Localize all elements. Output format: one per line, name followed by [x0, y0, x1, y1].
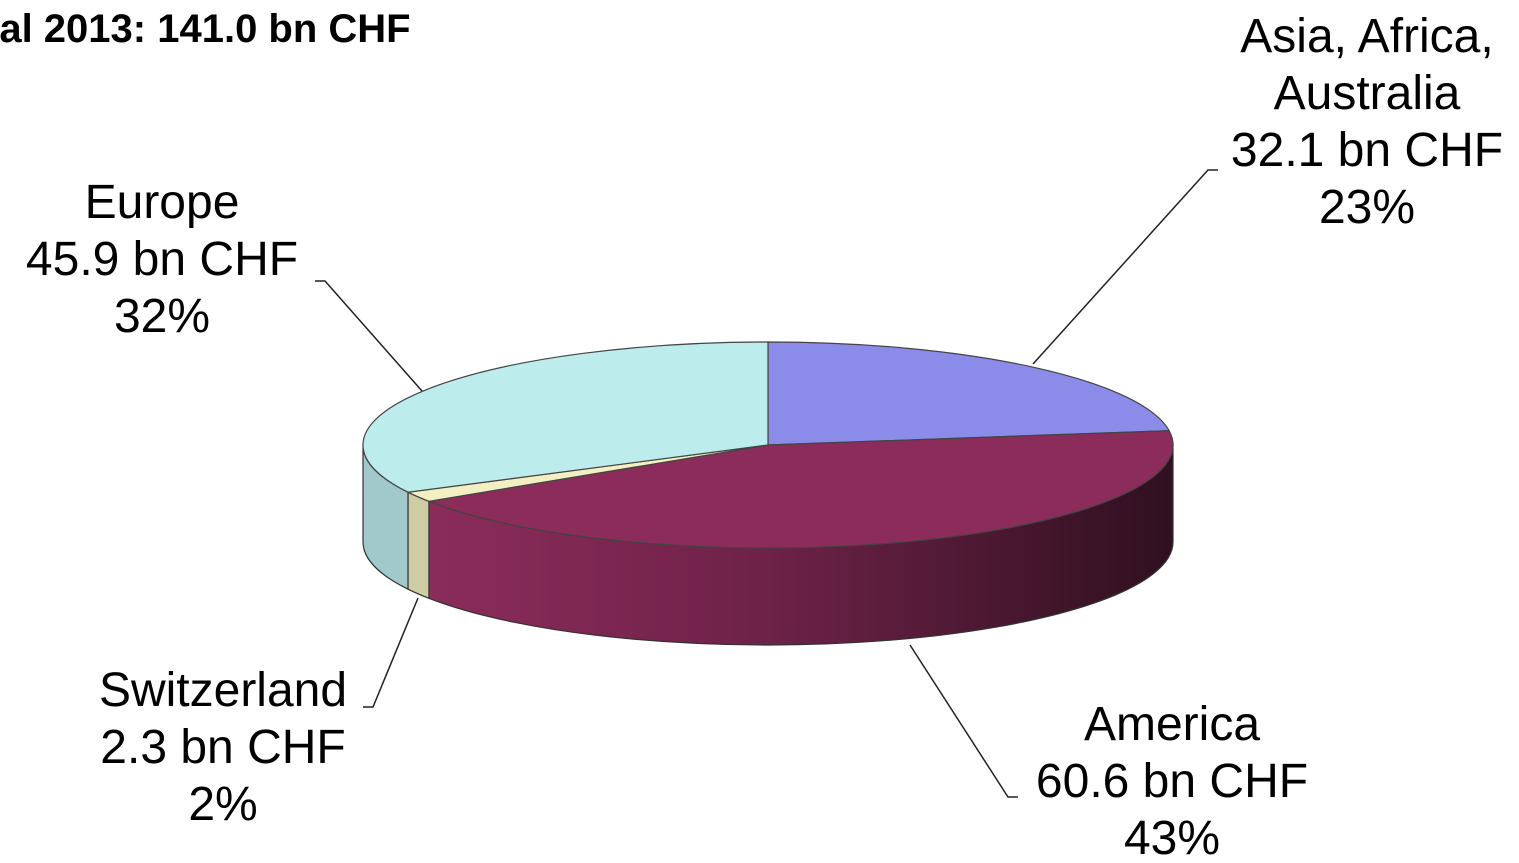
leader-line-switzerland — [363, 597, 419, 708]
slice-label-line: 45.9 bn CHF — [26, 233, 298, 286]
slice-label-asia-africa-australia: Asia, Africa, Australia 32.1 bn CHF 23% — [1231, 10, 1503, 234]
pie-slice-asia-africa-australia — [767, 341, 1171, 446]
slice-label-line: 32.1 bn CHF — [1231, 124, 1503, 177]
pie-side-switzerland — [407, 491, 430, 600]
slice-label-line: 60.6 bn CHF — [1036, 755, 1308, 808]
slice-label-europe: Europe 45.9 bn CHF 32% — [26, 176, 298, 343]
slice-labels: Asia, Africa, Australia 32.1 bn CHF 23% Amer… — [26, 10, 1503, 863]
slice-label-line: 32% — [114, 290, 210, 343]
slice-label-line: Europe — [85, 176, 240, 229]
leader-line-america — [909, 644, 1018, 798]
leader-line-europe — [315, 280, 423, 392]
slice-label-line: 2% — [188, 778, 257, 831]
slice-label-switzerland: Switzerland 2.3 bn CHF 2% — [99, 664, 347, 831]
slice-label-line: 2.3 bn CHF — [100, 721, 345, 774]
slice-label-line: 43% — [1124, 812, 1220, 863]
slice-label-line: Switzerland — [99, 664, 347, 717]
pie-slice-europe — [362, 341, 769, 493]
slice-label-line: America — [1084, 698, 1260, 751]
slice-label-line: Australia — [1274, 67, 1461, 120]
slice-label-line: Asia, Africa, — [1240, 10, 1493, 63]
pie-body — [362, 341, 1174, 646]
pie-slice-america — [426, 430, 1174, 549]
leader-line-asia-africa-australia — [1032, 169, 1218, 365]
slice-label-line: 23% — [1319, 181, 1415, 234]
chart-title: tal 2013: 141.0 bn CHF — [0, 7, 411, 51]
leader-lines — [315, 169, 1218, 798]
slice-label-america: America 60.6 bn CHF 43% — [1036, 698, 1308, 863]
